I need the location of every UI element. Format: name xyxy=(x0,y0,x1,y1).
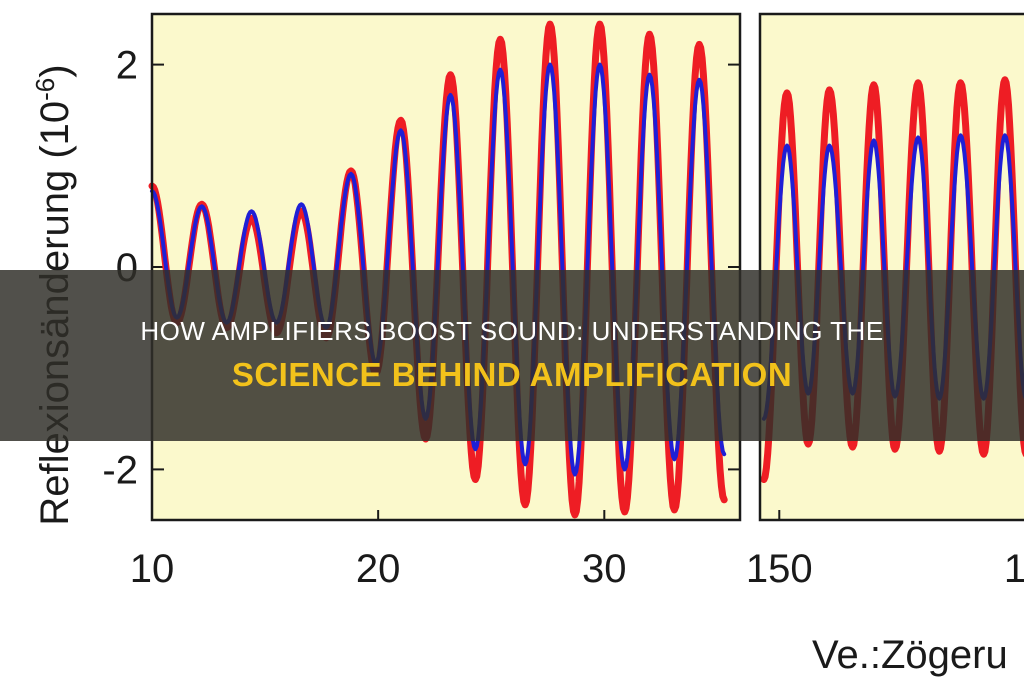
right-x-tick-labels: 150 16 xyxy=(746,547,1024,591)
left-plot-frame xyxy=(150,12,742,522)
x-tick-label: 150 xyxy=(746,547,813,591)
title-banner: How Amplifiers Boost Sound: Understandin… xyxy=(0,270,1024,441)
y-tick-label: -2 xyxy=(102,448,138,492)
banner-title-line1: How Amplifiers Boost Sound: Understandin… xyxy=(140,315,884,346)
banner-title-line2: Science Behind Amplification xyxy=(231,355,793,393)
left-series-lines xyxy=(148,20,728,519)
y-tick-labels: 20-2 xyxy=(102,44,138,493)
y-tick-label: 2 xyxy=(116,44,138,88)
x-tick-label: 10 xyxy=(130,547,175,591)
x-axis-label: Ve.:Zögeru xyxy=(812,633,1008,677)
right-plot-panel xyxy=(758,12,1024,522)
x-tick-label: 16 xyxy=(1004,547,1024,591)
x-tick-label: 30 xyxy=(582,547,627,591)
left-plot-panel xyxy=(148,12,742,522)
x-tick-label: 20 xyxy=(356,547,401,591)
left-x-tick-labels: 10 20 30 xyxy=(130,547,627,591)
right-plot-frame xyxy=(758,12,1024,522)
series-red-line xyxy=(760,76,1024,483)
right-tick-marks xyxy=(778,510,781,520)
series-blue-line xyxy=(150,62,727,477)
